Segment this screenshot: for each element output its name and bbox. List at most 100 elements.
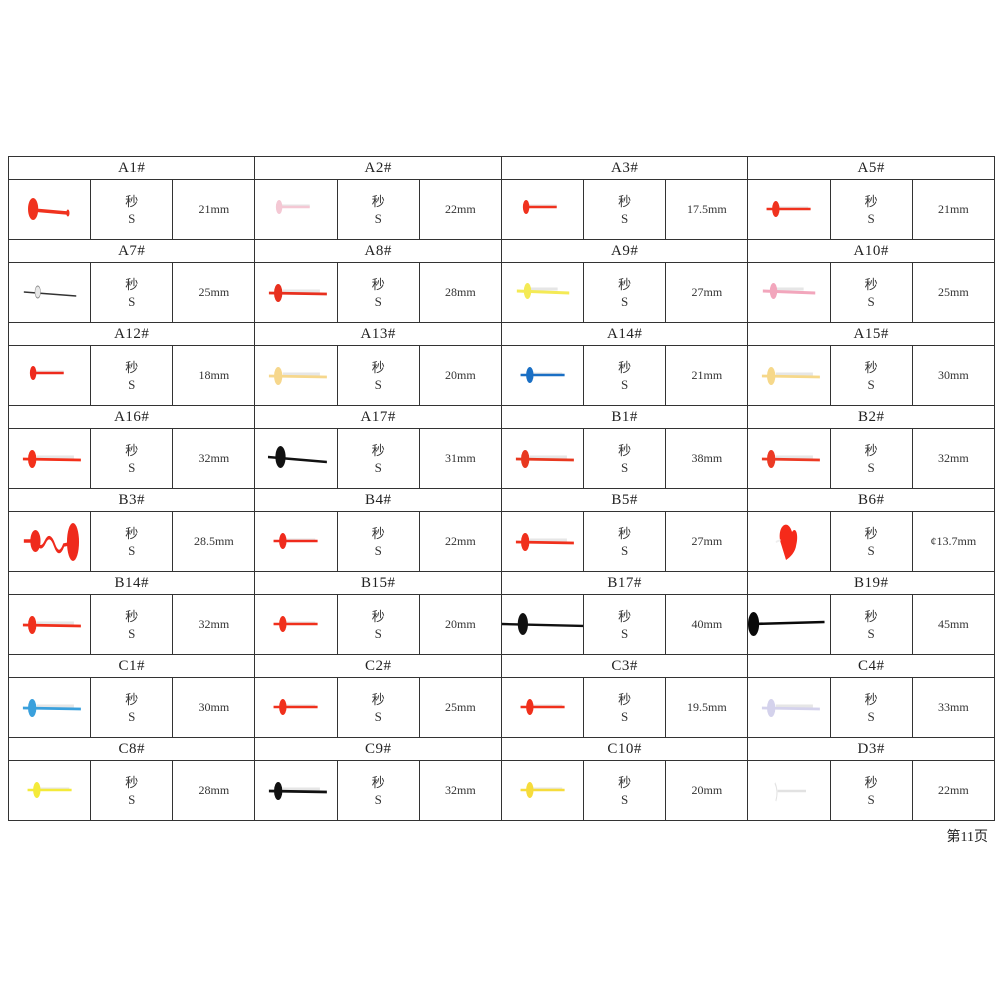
second-hands-catalog-table: A1# A2# A3# A5# 秒 S 21mm 秒 S 22mm 秒 S 17.5mm 秒 S 21… xyxy=(7,156,996,821)
unit-label-s: S xyxy=(128,708,136,724)
unit-label-s: S xyxy=(128,293,136,309)
unit-label-seconds: 秒 xyxy=(371,525,385,541)
hand-length: 21mm xyxy=(172,179,256,240)
second-hand-icon xyxy=(269,367,328,385)
unit-label-s: S xyxy=(621,708,629,724)
item-code: C2# xyxy=(254,654,502,678)
unit-label-seconds: 秒 xyxy=(125,691,139,707)
item-row: 秒 S 18mm 秒 S 20mm 秒 S 21mm 秒 S 30mm xyxy=(7,345,996,406)
second-hand-image xyxy=(500,760,585,821)
unit-label-seconds: 秒 xyxy=(864,774,878,790)
hand-length: 28mm xyxy=(418,262,502,323)
second-hand-icon xyxy=(774,782,807,802)
header-row: B14# B15# B17# B19# xyxy=(7,571,995,595)
second-hand-image xyxy=(747,179,831,240)
item-code: A16# xyxy=(7,405,256,429)
second-hand-image xyxy=(747,760,831,821)
item-code: B15# xyxy=(254,571,502,595)
item-code: A8# xyxy=(254,239,502,263)
item-code: B2# xyxy=(747,405,995,429)
hand-length: 20mm xyxy=(418,345,502,406)
hand-length: 17.5mm xyxy=(665,179,749,240)
unit-label-s: S xyxy=(374,376,382,392)
item-code: B4# xyxy=(254,488,502,512)
item-code: A2# xyxy=(254,156,502,180)
item-code: A14# xyxy=(500,322,749,346)
second-hand-image xyxy=(7,760,92,821)
hand-length: 31mm xyxy=(418,428,502,489)
unit-label-seconds: 秒 xyxy=(618,276,632,292)
second-hand-icon xyxy=(22,699,81,717)
header-row: C8# C9# C10# D3# xyxy=(7,737,995,761)
unit-label-s: S xyxy=(128,791,136,807)
unit-label-seconds: 秒 xyxy=(618,193,632,209)
unit-label-s: S xyxy=(621,210,629,226)
item-code: C3# xyxy=(500,654,749,678)
second-hand-image xyxy=(500,345,585,406)
second-hand-image xyxy=(254,594,338,655)
unit-label-s: S xyxy=(621,625,629,641)
second-hand-image xyxy=(500,179,585,240)
hand-length: 32mm xyxy=(172,428,256,489)
unit-label-seconds: 秒 xyxy=(371,608,385,624)
second-hand-image xyxy=(747,345,831,406)
second-hand-icon xyxy=(520,367,565,383)
header-row: A12# A13# A14# A15# xyxy=(7,322,995,346)
unit-label-s: S xyxy=(867,210,875,226)
unit-label-s: S xyxy=(867,376,875,392)
unit-label-s: S xyxy=(867,542,875,558)
item-code: A7# xyxy=(7,239,256,263)
hand-length: 25mm xyxy=(418,677,502,738)
hand-length: 22mm xyxy=(418,511,502,572)
hand-length: 22mm xyxy=(418,179,502,240)
hand-length: 25mm xyxy=(172,262,256,323)
item-code: B3# xyxy=(7,488,256,512)
item-row: 秒 S 32mm 秒 S 20mm 秒 S 40mm 秒 S 45mm xyxy=(7,594,996,655)
second-hand-image xyxy=(747,511,831,572)
item-code: B17# xyxy=(500,571,749,595)
unit-label-s: S xyxy=(621,791,629,807)
second-hand-icon xyxy=(515,533,574,551)
second-hand-icon xyxy=(748,612,825,636)
header-row: A7# A8# A9# A10# xyxy=(7,239,995,263)
unit-label-s: S xyxy=(374,293,382,309)
unit-label-s: S xyxy=(128,625,136,641)
unit-label-s: S xyxy=(374,625,382,641)
hand-length: 19.5mm xyxy=(665,677,749,738)
hand-length: 30mm xyxy=(172,677,256,738)
unit-label-seconds: 秒 xyxy=(371,442,385,458)
header-row: C1# C2# C3# C4# xyxy=(7,654,995,678)
second-hand-icon xyxy=(269,284,328,302)
page-number: 第11页 xyxy=(946,830,988,845)
hand-length: 28mm xyxy=(172,760,256,821)
unit-label-seconds: 秒 xyxy=(618,608,632,624)
unit-label-s: S xyxy=(867,708,875,724)
second-hand-icon xyxy=(516,283,570,299)
unit-label-seconds: 秒 xyxy=(618,442,632,458)
unit-label-s: S xyxy=(621,459,629,475)
second-hand-image xyxy=(747,594,831,655)
hand-length: 25mm xyxy=(911,262,996,323)
second-hand-image xyxy=(254,262,338,323)
unit-label-seconds: 秒 xyxy=(618,774,632,790)
second-hand-image xyxy=(747,262,831,323)
item-code: B5# xyxy=(500,488,749,512)
item-code: B19# xyxy=(747,571,995,595)
unit-label-s: S xyxy=(621,376,629,392)
hand-length: 22mm xyxy=(911,760,996,821)
